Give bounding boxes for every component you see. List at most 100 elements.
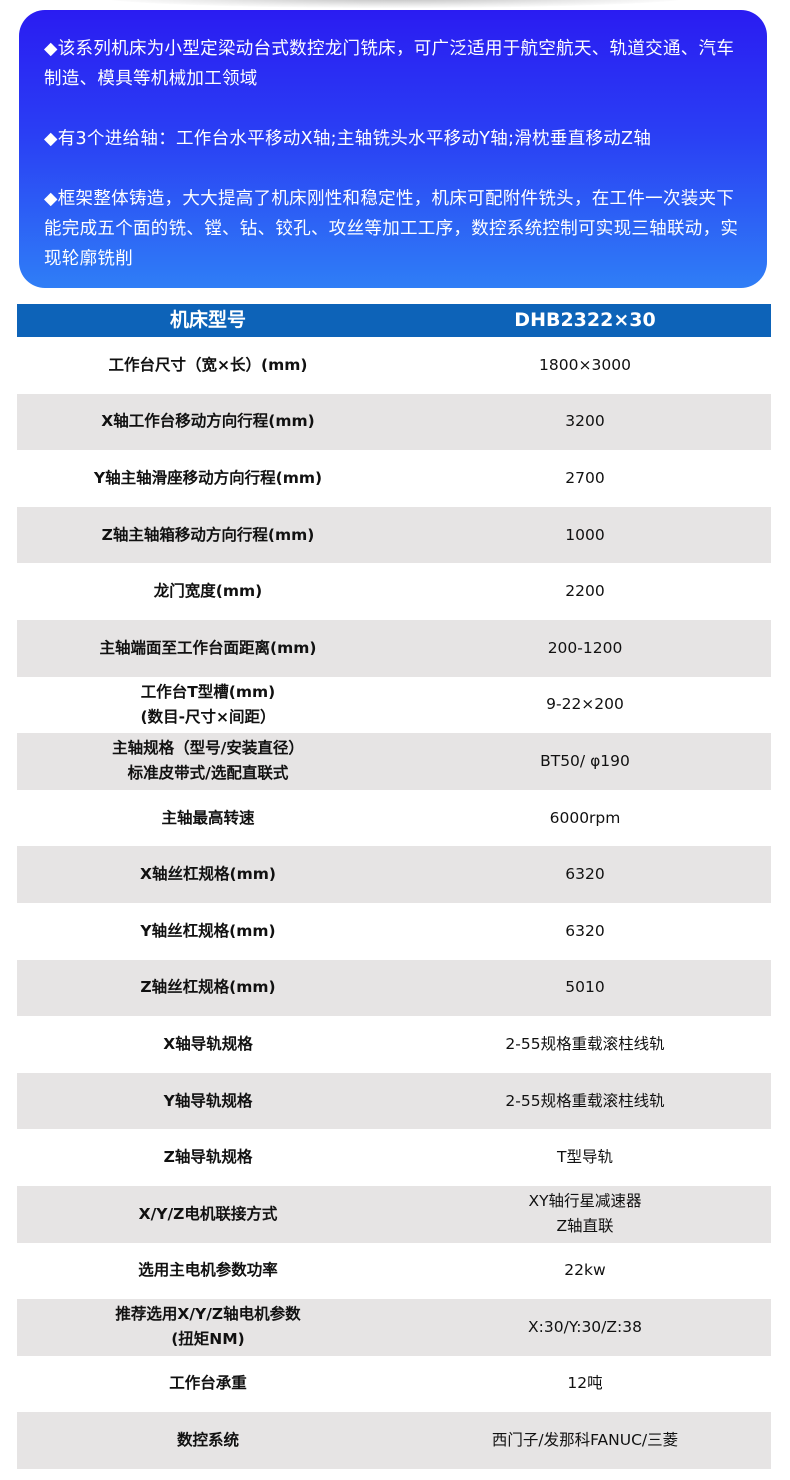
spec-value-line: Z轴直联 [556,1217,614,1236]
table-row: 工作台承重 12吨 [17,1356,771,1413]
spec-value-line: 2-55规格重载滚柱线轨 [505,1034,665,1053]
spec-value-line: 2-55规格重载滚柱线轨 [505,1091,665,1110]
spec-value-line: 200-1200 [547,638,623,657]
table-row: X轴导轨规格 2-55规格重载滚柱线轨 [17,1016,771,1073]
spec-value: 2-55规格重载滚柱线轨 [399,1032,771,1057]
spec-label-line: X轴丝杠规格(mm) [140,865,276,884]
spec-value: 6320 [399,862,771,887]
spec-label: X轴工作台移动方向行程(mm) [17,409,399,434]
spec-label: Y轴主轴滑座移动方向行程(mm) [17,466,399,491]
spec-value: BT50/ φ190 [399,749,771,774]
spec-value: 2-55规格重载滚柱线轨 [399,1089,771,1114]
table-row: X/Y/Z电机联接方式 XY轴行星减速器 Z轴直联 [17,1185,771,1243]
table-row: 选用主电机参数功率 22kw [17,1243,771,1300]
table-row: 龙门宽度(mm) 2200 [17,563,771,620]
spec-label-line: Y轴导轨规格 [163,1091,253,1110]
table-row: 工作台T型槽(mm) (数目-尺寸×间距） 9-22×200 [17,677,771,734]
spec-value: 1000 [399,523,771,548]
spec-label-line: X轴导轨规格 [163,1034,253,1053]
spec-label-line: 推荐选用X/Y/Z轴电机参数 [115,1305,301,1324]
spec-value-line: 1800×3000 [539,355,631,374]
spec-value: 3200 [399,409,771,434]
spec-value-line: T型导轨 [557,1148,613,1167]
spec-value: XY轴行星减速器 Z轴直联 [399,1189,771,1239]
spec-value-line: 12吨 [567,1374,603,1393]
table-row: Y轴导轨规格 2-55规格重载滚柱线轨 [17,1072,771,1130]
spec-value-line: BT50/ φ190 [540,751,630,770]
spec-label-line: (数目-尺寸×间距） [140,707,276,726]
spec-label-line: 主轴端面至工作台面距离(mm) [99,638,317,657]
spec-label: 工作台尺寸（宽×长）(mm) [17,353,399,378]
spec-label: X/Y/Z电机联接方式 [17,1202,399,1227]
spec-label-line: 工作台T型槽(mm) [140,682,276,701]
spec-value: 2200 [399,579,771,604]
spec-label-line: Z轴导轨规格 [163,1148,253,1167]
spec-value: 200-1200 [399,636,771,661]
spec-label: X轴导轨规格 [17,1032,399,1057]
spec-value-line: 6320 [565,921,605,940]
spec-label-line: 标准皮带式/选配直联式 [127,764,289,783]
spec-label: 选用主电机参数功率 [17,1258,399,1283]
spec-label-line: 选用主电机参数功率 [138,1261,278,1280]
spec-value: T型导轨 [399,1145,771,1170]
spec-value-line: 2200 [565,582,605,601]
table-row: 数控系统 西门子/发那科FANUC/三菱 [17,1412,771,1469]
spec-value: 西门子/发那科FANUC/三菱 [399,1428,771,1453]
spec-label: 主轴端面至工作台面距离(mm) [17,636,399,661]
spec-label-line: 主轴规格（型号/安装直径） [112,739,304,758]
spec-label-line: (扭矩NM) [171,1330,245,1349]
spec-value-line: 3200 [565,412,605,431]
table-row: X轴丝杠规格(mm) 6320 [17,846,771,903]
spec-label-line: Y轴丝杠规格(mm) [140,921,276,940]
spec-label: 主轴最高转速 [17,806,399,831]
table-row: Z轴主轴箱移动方向行程(mm) 1000 [17,506,771,564]
spec-table: 机床型号 DHB2322×30 工作台尺寸（宽×长）(mm) 1800×3000 X… [17,304,771,1469]
spec-value-line: 6000rpm [549,808,621,827]
spec-label: Z轴丝杠规格(mm) [17,975,399,1000]
spec-value-line: 22kw [564,1261,606,1280]
table-row: X轴工作台移动方向行程(mm) 3200 [17,393,771,451]
spec-label-line: 工作台尺寸（宽×长）(mm) [108,355,308,374]
spec-value: 2700 [399,466,771,491]
intro-paragraph: ◆该系列机床为小型定梁动台式数控龙门铣床，可广泛适用于航空航天、轨道交通、汽车制… [44,39,735,89]
intro-card: ◆该系列机床为小型定梁动台式数控龙门铣床，可广泛适用于航空航天、轨道交通、汽车制… [19,10,767,288]
spec-label: 主轴规格（型号/安装直径） 标准皮带式/选配直联式 [17,736,399,786]
spec-value: X:30/Y:30/Z:38 [399,1315,771,1340]
spec-value: 6320 [399,919,771,944]
table-row: 主轴端面至工作台面距离(mm) 200-1200 [17,619,771,677]
spec-label: X轴丝杠规格(mm) [17,862,399,887]
spec-value: 12吨 [399,1371,771,1396]
spec-label-line: X轴工作台移动方向行程(mm) [101,412,315,431]
header-label: 机床型号 [169,309,246,331]
spec-label-line: Y轴主轴滑座移动方向行程(mm) [93,468,323,487]
table-header: 机床型号 DHB2322×30 [17,304,771,337]
spec-label-line: Z轴主轴箱移动方向行程(mm) [101,525,315,544]
intro-paragraph: ◆框架整体铸造，大大提高了机床刚性和稳定性，机床可配附件铣头，在工件一次装夹下能… [44,189,739,269]
table-row: Y轴主轴滑座移动方向行程(mm) 2700 [17,450,771,507]
spec-label-line: Z轴丝杠规格(mm) [140,978,276,997]
spec-value-line: 2700 [565,468,605,487]
table-row: Y轴丝杠规格(mm) 6320 [17,903,771,960]
table-row: 推荐选用X/Y/Z轴电机参数 (扭矩NM) X:30/Y:30/Z:38 [17,1299,771,1356]
spec-label-line: 工作台承重 [169,1374,247,1393]
spec-value-line: 5010 [565,978,605,997]
top-shadow-decoration [100,0,690,8]
table-row: 工作台尺寸（宽×长）(mm) 1800×3000 [17,337,771,394]
spec-label-line: 数控系统 [176,1431,239,1450]
spec-label-line: 龙门宽度(mm) [153,582,263,601]
spec-value: 6000rpm [399,806,771,831]
spec-label: Y轴丝杠规格(mm) [17,919,399,944]
spec-label: 数控系统 [17,1428,399,1453]
spec-value-line: X:30/Y:30/Z:38 [528,1317,642,1336]
spec-label: 工作台T型槽(mm) (数目-尺寸×间距） [17,680,399,730]
spec-value: 1800×3000 [399,353,771,378]
spec-label: Z轴导轨规格 [17,1145,399,1170]
spec-value: 22kw [399,1258,771,1283]
spec-value: 5010 [399,975,771,1000]
spec-value: 9-22×200 [399,692,771,717]
spec-value-line: 6320 [565,865,605,884]
spec-label: Y轴导轨规格 [17,1089,399,1114]
spec-label: 龙门宽度(mm) [17,579,399,604]
table-row: Z轴丝杠规格(mm) 5010 [17,959,771,1017]
spec-value-line: 9-22×200 [546,695,624,714]
